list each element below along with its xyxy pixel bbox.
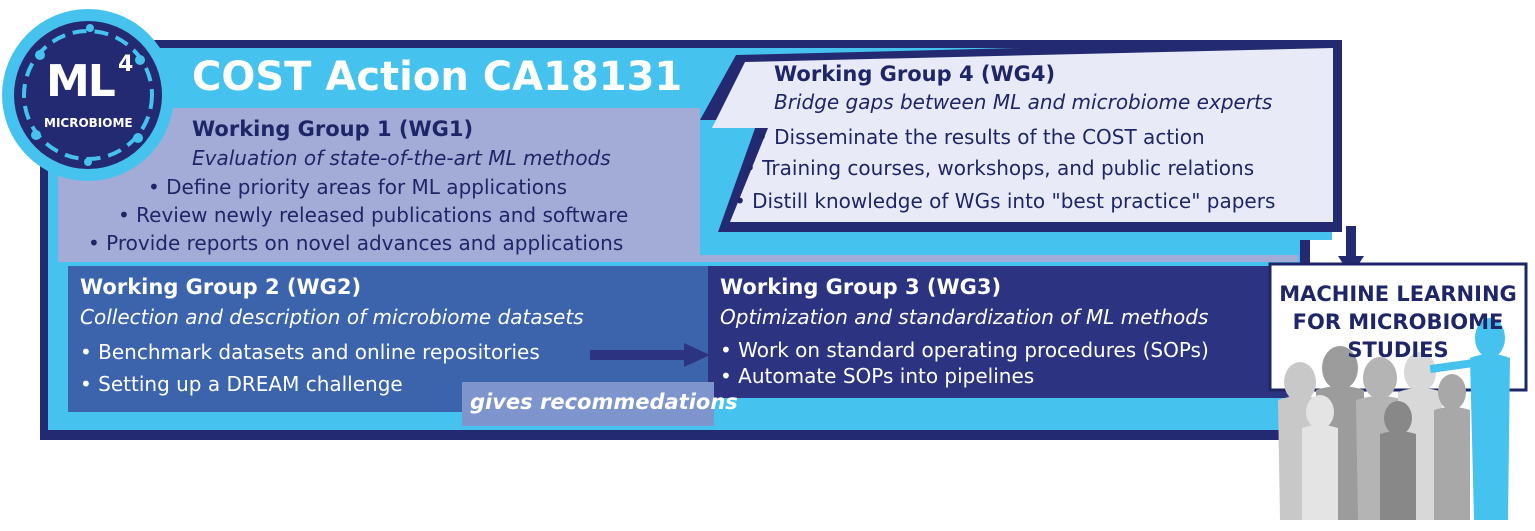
wg4-subtitle: Bridge gaps between ML and microbiome ex… — [774, 90, 1273, 114]
wg3-panel — [708, 266, 1290, 398]
wg2-bullet: • Benchmark datasets and online reposito… — [80, 340, 540, 364]
wg1-bullet: • Review newly released publications and… — [118, 203, 629, 227]
flow-arrow-shaft — [590, 350, 686, 360]
wg3-heading: Working Group 3 (WG3) — [720, 275, 1002, 299]
logo-main: ML — [46, 56, 116, 107]
wg4-panel-inner — [712, 48, 1333, 222]
down-arrow-shaft — [1346, 226, 1356, 258]
wg1-bullet: • Provide reports on novel advances and … — [88, 231, 624, 255]
wg2-bullet: • Setting up a DREAM challenge — [80, 372, 403, 396]
wg1-bullet: • Define priority areas for ML applicati… — [148, 175, 568, 199]
logo-sub: MICROBIOME — [44, 116, 133, 130]
wg4-bullet: • Disseminate the results of the COST ac… — [756, 125, 1205, 149]
wg4-heading: Working Group 4 (WG4) — [774, 62, 1056, 86]
target-box-line: MACHINE LEARNING — [1279, 282, 1517, 306]
people-illustration — [1278, 318, 1510, 520]
wg1-heading: Working Group 1 (WG1) — [192, 117, 474, 141]
page-title: COST Action CA18131 — [192, 54, 683, 100]
wg3-subtitle: Optimization and standardization of ML m… — [720, 305, 1209, 329]
title-banner — [150, 52, 700, 105]
label-box — [462, 382, 714, 426]
target-box-line: STUDIES — [1347, 338, 1449, 362]
wg2-subtitle: Collection and description of microbiome… — [80, 305, 584, 329]
wg4-bullet: • Distill knowledge of WGs into "best pr… — [734, 189, 1276, 213]
logo-superscript: 4 — [118, 52, 134, 77]
target-box-line: FOR MICROBIOME — [1292, 310, 1504, 334]
wg3-bullet: • Work on standard operating procedures … — [720, 338, 1209, 362]
flow-arrow-head — [684, 343, 710, 367]
wg3-bullet: • Automate SOPs into pipelines — [720, 364, 1035, 388]
wg2-heading: Working Group 2 (WG2) — [80, 275, 362, 299]
logo — [2, 9, 174, 181]
wg1-subtitle: Evaluation of state-of-the-art ML method… — [192, 146, 611, 170]
arrow-label: gives recommedations — [470, 390, 738, 414]
wg1-panel-main — [58, 108, 700, 262]
wg4-bullet: • Training courses, workshops, and publi… — [744, 156, 1255, 180]
